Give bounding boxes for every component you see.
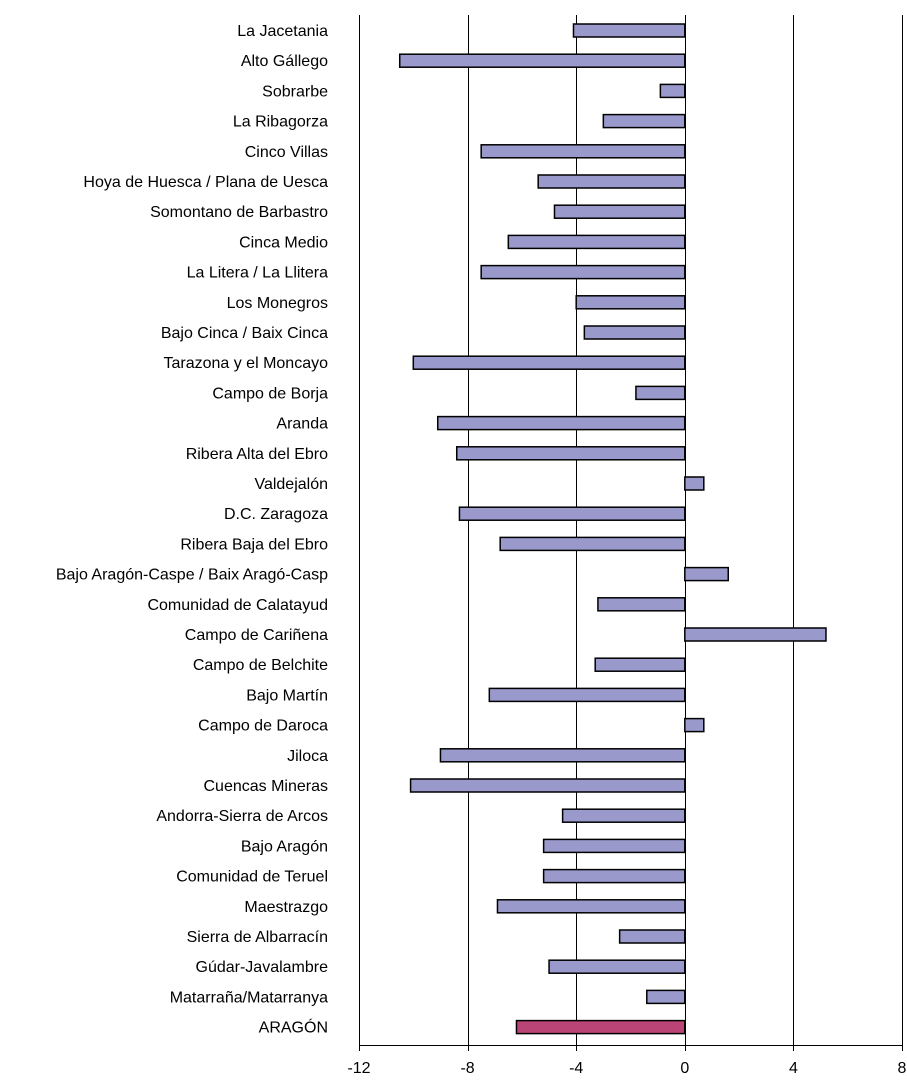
- bars: [398, 23, 827, 1035]
- category-label: Gúdar-Javalambre: [196, 959, 329, 976]
- category-label: Maestrazgo: [244, 899, 328, 916]
- bar: [659, 83, 686, 99]
- category-label: Sobrarbe: [262, 83, 328, 100]
- category-label: Los Monegros: [227, 295, 328, 312]
- bar: [507, 234, 686, 250]
- bar: [499, 536, 686, 552]
- bar: [537, 174, 686, 189]
- category-label: Aranda: [276, 416, 328, 433]
- bar: [602, 113, 686, 129]
- category-label: Ribera Alta del Ebro: [186, 446, 328, 463]
- bar: [618, 929, 686, 944]
- category-label: La Ribagorza: [233, 114, 328, 131]
- category-label: Sierra de Albarracín: [187, 929, 328, 946]
- category-label: Andorra-Sierra de Arcos: [156, 808, 328, 825]
- bar: [480, 264, 686, 280]
- bar: [553, 204, 686, 219]
- bar: [398, 53, 686, 68]
- x-tick-label: 4: [789, 1060, 798, 1077]
- category-label: ARAGÓN: [259, 1018, 328, 1037]
- bar: [684, 566, 729, 582]
- category-label: La Litera / La Llitera: [187, 265, 329, 282]
- category-label: Cuencas Mineras: [204, 778, 329, 795]
- bar: [575, 295, 686, 310]
- category-label: Campo de Borja: [212, 385, 328, 402]
- bar: [684, 476, 705, 491]
- x-tick-label: -12: [347, 1060, 370, 1077]
- category-label: Ribera Baja del Ebro: [180, 536, 328, 553]
- bar: [597, 597, 686, 612]
- bar: [561, 808, 686, 823]
- category-label: Jiloca: [287, 748, 328, 765]
- category-labels: La Jacetania Alto Gállego Sobrarbe La Ribag…: [56, 23, 328, 1037]
- category-label: Alto Gállego: [241, 53, 328, 70]
- bar: [542, 838, 686, 854]
- category-label: Bajo Martín: [246, 687, 328, 704]
- category-label: Valdejalón: [254, 476, 328, 493]
- bar: [458, 506, 686, 521]
- bar: [542, 868, 686, 884]
- bar: [684, 717, 705, 733]
- x-tick-label: 0: [680, 1060, 689, 1077]
- bar: [436, 415, 686, 431]
- bar: [646, 989, 686, 1005]
- bar: [515, 1019, 686, 1035]
- x-tick-labels: -12 -8 -4 0 4 8: [347, 1060, 906, 1077]
- category-label: Campo de Cariñena: [185, 627, 328, 644]
- axes: [359, 15, 903, 1051]
- category-label: Bajo Aragón: [241, 838, 328, 855]
- bar: [455, 446, 686, 461]
- x-tick-label: -8: [460, 1060, 474, 1077]
- category-label: Somontano de Barbastro: [150, 204, 328, 221]
- category-label: Bajo Aragón-Caspe / Baix Aragó-Casp: [56, 567, 328, 584]
- bar: [583, 325, 686, 340]
- category-label: Tarazona y el Moncayo: [163, 355, 328, 372]
- category-label: D.C. Zaragoza: [224, 506, 328, 523]
- bar: [594, 657, 686, 672]
- bar: [488, 687, 686, 703]
- bar: [409, 778, 686, 793]
- bar: [480, 144, 686, 159]
- category-label: Matarraña/Matarranya: [170, 989, 328, 1006]
- category-label: Bajo Cinca / Baix Cinca: [161, 325, 328, 342]
- bar: [684, 627, 827, 642]
- category-label: Cinco Villas: [245, 144, 328, 161]
- category-label: Comunidad de Calatayud: [147, 597, 328, 614]
- bar: [496, 899, 686, 914]
- bar: [548, 959, 686, 974]
- bar: [635, 385, 686, 401]
- bar: [412, 355, 686, 370]
- gridlines: [468, 15, 903, 1045]
- category-label: Campo de Daroca: [198, 718, 328, 735]
- x-tick-label: -4: [569, 1060, 583, 1077]
- bar: [572, 23, 686, 38]
- category-label: Hoya de Huesca / Plana de Uesca: [83, 174, 328, 191]
- category-label: Comunidad de Teruel: [176, 869, 328, 886]
- category-label: Cinca Medio: [239, 234, 328, 251]
- category-label: La Jacetania: [237, 23, 328, 40]
- x-tick-label: 8: [898, 1060, 907, 1077]
- category-label: Campo de Belchite: [193, 657, 328, 674]
- bar: [439, 748, 686, 763]
